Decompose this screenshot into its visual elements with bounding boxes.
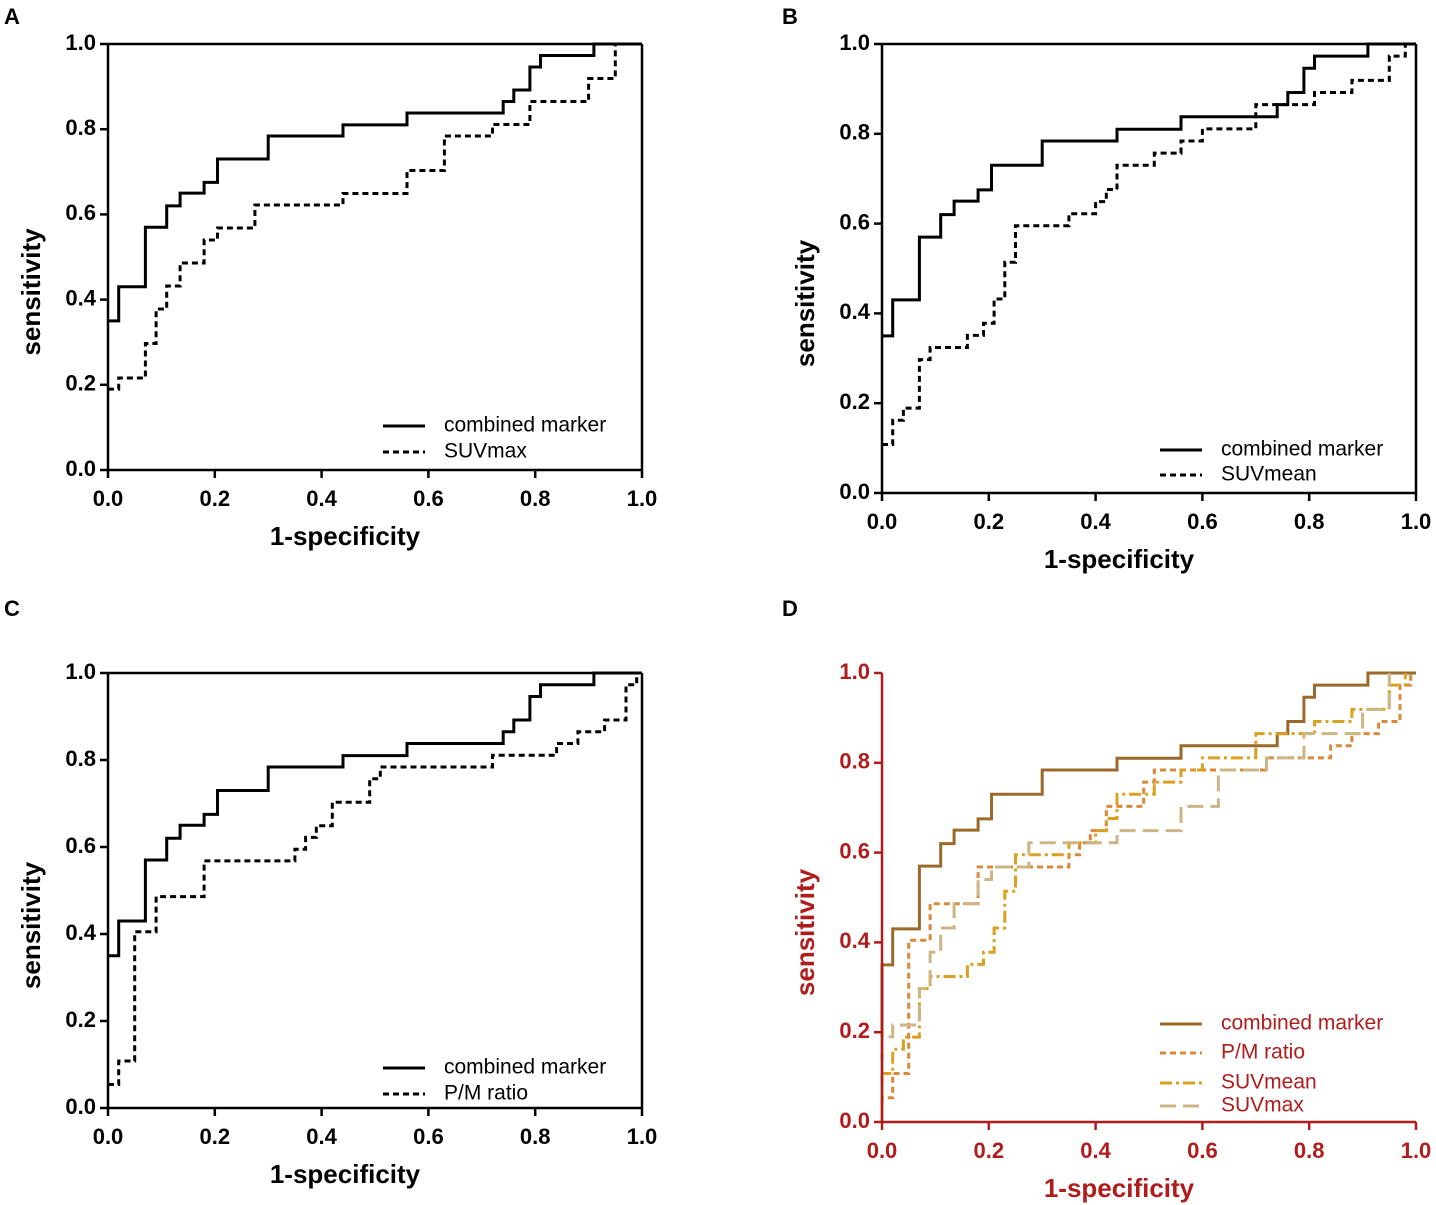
- x-tick-label: 0.6: [413, 1124, 444, 1149]
- panel-label: A: [4, 4, 20, 29]
- y-tick-label: 0.6: [65, 833, 96, 858]
- y-tick-label: 0.6: [839, 838, 870, 863]
- y-tick-label: 0.2: [839, 389, 870, 414]
- y-tick-label: 0.6: [839, 209, 870, 234]
- x-axis-label: 1-specificity: [270, 521, 421, 551]
- legend-label: combined marker: [1221, 1012, 1383, 1035]
- x-tick-label: 0.2: [200, 1124, 231, 1149]
- y-tick-label: 0.4: [839, 299, 870, 324]
- x-tick-label: 0.6: [1187, 509, 1218, 534]
- x-tick-label: 0.2: [200, 486, 231, 511]
- y-tick-label: 0.2: [65, 371, 96, 396]
- legend-label: P/M ratio: [444, 1082, 528, 1105]
- x-tick-label: 0.2: [974, 509, 1005, 534]
- y-tick-label: 1.0: [839, 659, 870, 684]
- x-tick-label: 1.0: [627, 1124, 658, 1149]
- y-axis-label: sensitivity: [16, 861, 46, 989]
- y-tick-label: 0.0: [65, 1094, 96, 1119]
- legend-label: combined marker: [444, 1056, 606, 1079]
- y-tick-label: 0.0: [839, 1108, 870, 1133]
- x-tick-label: 0.6: [1187, 1138, 1218, 1163]
- x-tick-label: 1.0: [1401, 1138, 1432, 1163]
- x-tick-label: 0.8: [520, 1124, 551, 1149]
- x-tick-label: 0.8: [1294, 1138, 1325, 1163]
- y-tick-label: 0.6: [65, 200, 96, 225]
- panel-label: B: [782, 4, 798, 29]
- roc-curve: [882, 42, 1416, 338]
- y-axis-label: sensitivity: [790, 239, 820, 367]
- y-tick-label: 0.0: [65, 456, 96, 481]
- y-tick-label: 1.0: [839, 30, 870, 55]
- x-axis-label: 1-specificity: [1044, 1173, 1195, 1203]
- roc-curve: [108, 673, 639, 1086]
- x-tick-label: 0.0: [93, 1124, 124, 1149]
- x-tick-label: 0.8: [1294, 509, 1325, 534]
- x-axis-label: 1-specificity: [1044, 544, 1195, 574]
- roc-curve: [108, 42, 642, 323]
- x-tick-label: 0.6: [413, 486, 444, 511]
- x-tick-label: 0.4: [306, 1124, 337, 1149]
- x-tick-label: 0.4: [1080, 509, 1111, 534]
- y-tick-label: 0.8: [839, 120, 870, 145]
- legend-label: P/M ratio: [1221, 1041, 1305, 1064]
- x-tick-label: 0.2: [974, 1138, 1005, 1163]
- legend-label: combined marker: [1221, 438, 1383, 461]
- y-tick-label: 0.8: [839, 749, 870, 774]
- y-tick-label: 0.2: [839, 1018, 870, 1043]
- y-tick-label: 0.4: [839, 928, 870, 953]
- y-tick-label: 0.8: [65, 746, 96, 771]
- y-tick-label: 0.0: [839, 479, 870, 504]
- y-tick-label: 1.0: [65, 659, 96, 684]
- panel-label: C: [4, 596, 20, 621]
- x-tick-label: 0.4: [1080, 1138, 1111, 1163]
- y-tick-label: 0.4: [65, 285, 96, 310]
- roc-curve: [880, 671, 1416, 1122]
- x-tick-label: 0.8: [520, 486, 551, 511]
- roc-curve: [882, 44, 1407, 446]
- roc-curve: [108, 671, 642, 958]
- x-axis-label: 1-specificity: [270, 1159, 421, 1189]
- y-tick-label: 0.2: [65, 1007, 96, 1032]
- x-tick-label: 0.4: [306, 486, 337, 511]
- x-tick-label: 1.0: [1401, 509, 1432, 534]
- roc-curve: [880, 673, 1391, 1122]
- y-axis-label: sensitivity: [790, 868, 820, 996]
- x-tick-label: 0.0: [93, 486, 124, 511]
- legend-label: SUVmax: [1221, 1094, 1304, 1117]
- y-tick-label: 0.4: [65, 920, 96, 945]
- roc-curve: [880, 673, 1413, 1122]
- legend-label: SUVmean: [1221, 463, 1317, 486]
- roc-curve: [108, 44, 617, 391]
- legend-label: SUVmean: [1221, 1071, 1317, 1094]
- roc-curve: [880, 673, 1407, 1122]
- x-tick-label: 0.0: [867, 1138, 898, 1163]
- y-axis-label: sensitivity: [16, 228, 46, 356]
- y-tick-label: 0.8: [65, 115, 96, 140]
- x-tick-label: 1.0: [627, 486, 658, 511]
- legend-label: SUVmax: [444, 440, 527, 463]
- panel-label: D: [782, 596, 798, 621]
- y-tick-label: 1.0: [65, 30, 96, 55]
- legend-label: combined marker: [444, 414, 606, 437]
- x-tick-label: 0.0: [867, 509, 898, 534]
